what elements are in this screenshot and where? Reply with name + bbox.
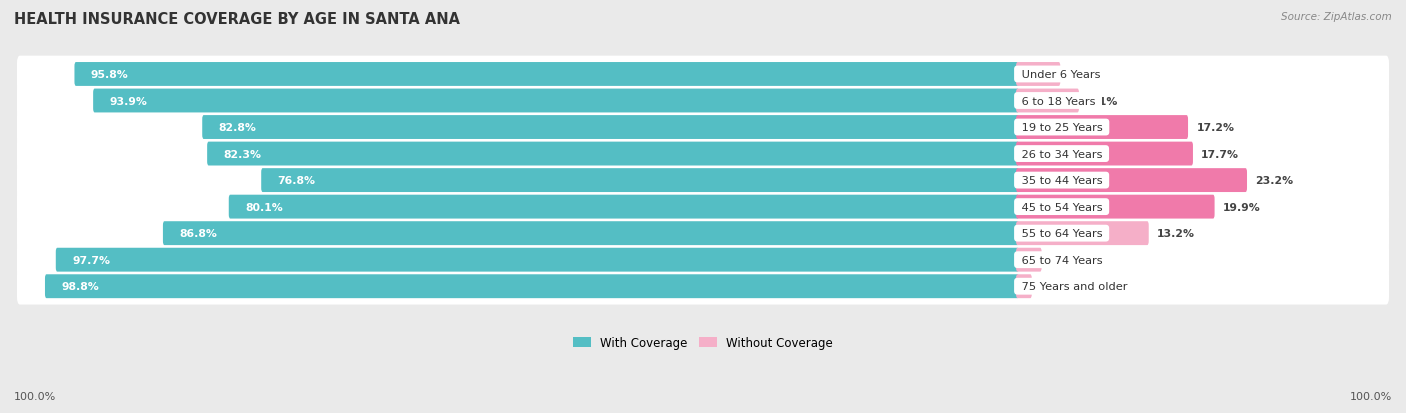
Text: 19 to 25 Years: 19 to 25 Years <box>1018 123 1107 133</box>
Text: 80.1%: 80.1% <box>245 202 283 212</box>
Text: 4.2%: 4.2% <box>1069 70 1099 80</box>
FancyBboxPatch shape <box>17 57 1389 93</box>
Text: 13.2%: 13.2% <box>1157 229 1195 239</box>
FancyBboxPatch shape <box>17 83 1389 119</box>
Text: 100.0%: 100.0% <box>1350 391 1392 401</box>
Text: 35 to 44 Years: 35 to 44 Years <box>1018 176 1105 186</box>
FancyBboxPatch shape <box>1017 116 1188 140</box>
FancyBboxPatch shape <box>1017 142 1192 166</box>
FancyBboxPatch shape <box>163 222 1019 245</box>
Text: 55 to 64 Years: 55 to 64 Years <box>1018 229 1105 239</box>
Text: 17.7%: 17.7% <box>1201 149 1239 159</box>
FancyBboxPatch shape <box>202 116 1019 140</box>
Text: 1.3%: 1.3% <box>1040 282 1070 292</box>
FancyBboxPatch shape <box>93 89 1019 113</box>
Text: 2.3%: 2.3% <box>1050 255 1080 265</box>
Text: 75 Years and older: 75 Years and older <box>1018 282 1130 292</box>
Text: 26 to 34 Years: 26 to 34 Years <box>1018 149 1105 159</box>
FancyBboxPatch shape <box>17 162 1389 199</box>
FancyBboxPatch shape <box>17 215 1389 252</box>
FancyBboxPatch shape <box>1017 275 1032 299</box>
FancyBboxPatch shape <box>1017 169 1247 192</box>
Text: 17.2%: 17.2% <box>1197 123 1234 133</box>
FancyBboxPatch shape <box>75 63 1019 87</box>
Text: 23.2%: 23.2% <box>1256 176 1294 186</box>
FancyBboxPatch shape <box>1017 63 1060 87</box>
Text: 19.9%: 19.9% <box>1223 202 1261 212</box>
Text: 76.8%: 76.8% <box>277 176 315 186</box>
Text: 86.8%: 86.8% <box>179 229 217 239</box>
FancyBboxPatch shape <box>1017 222 1149 245</box>
FancyBboxPatch shape <box>1017 195 1215 219</box>
Text: 82.3%: 82.3% <box>224 149 262 159</box>
Legend: With Coverage, Without Coverage: With Coverage, Without Coverage <box>568 332 838 354</box>
Text: 95.8%: 95.8% <box>90 70 128 80</box>
FancyBboxPatch shape <box>17 136 1389 173</box>
FancyBboxPatch shape <box>17 242 1389 278</box>
Text: Source: ZipAtlas.com: Source: ZipAtlas.com <box>1281 12 1392 22</box>
FancyBboxPatch shape <box>1017 89 1078 113</box>
Text: 98.8%: 98.8% <box>62 282 98 292</box>
FancyBboxPatch shape <box>17 268 1389 305</box>
FancyBboxPatch shape <box>17 189 1389 225</box>
FancyBboxPatch shape <box>262 169 1019 192</box>
Text: 97.7%: 97.7% <box>72 255 110 265</box>
FancyBboxPatch shape <box>56 248 1019 272</box>
Text: Under 6 Years: Under 6 Years <box>1018 70 1104 80</box>
Text: 93.9%: 93.9% <box>110 96 148 106</box>
Text: 82.8%: 82.8% <box>218 123 256 133</box>
Text: 100.0%: 100.0% <box>14 391 56 401</box>
Text: 6 to 18 Years: 6 to 18 Years <box>1018 96 1098 106</box>
Text: HEALTH INSURANCE COVERAGE BY AGE IN SANTA ANA: HEALTH INSURANCE COVERAGE BY AGE IN SANT… <box>14 12 460 27</box>
FancyBboxPatch shape <box>17 109 1389 146</box>
FancyBboxPatch shape <box>229 195 1019 219</box>
Text: 6.1%: 6.1% <box>1087 96 1118 106</box>
Text: 65 to 74 Years: 65 to 74 Years <box>1018 255 1105 265</box>
FancyBboxPatch shape <box>1017 248 1042 272</box>
Text: 45 to 54 Years: 45 to 54 Years <box>1018 202 1105 212</box>
FancyBboxPatch shape <box>207 142 1019 166</box>
FancyBboxPatch shape <box>45 275 1019 299</box>
